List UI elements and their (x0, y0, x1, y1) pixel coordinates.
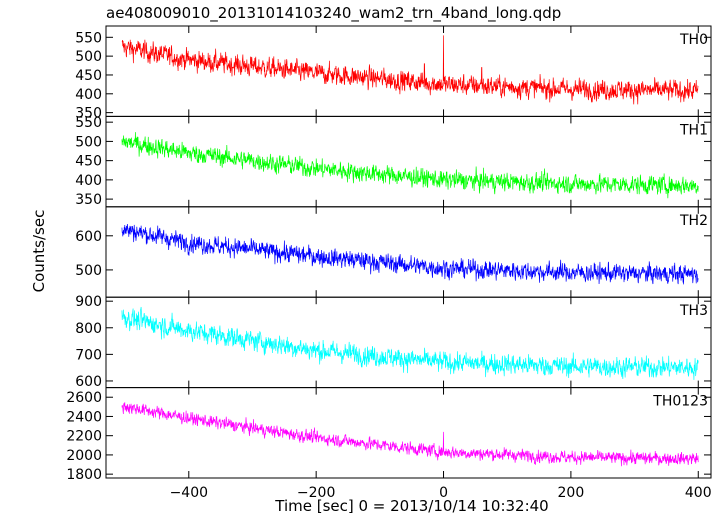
x-tick-label: −200 (297, 485, 335, 501)
panel-label: TH0123 (652, 394, 708, 410)
panel-th1: 350 400 450 500 550 TH1 (75, 115, 712, 208)
panel-frame (105, 387, 712, 479)
panel-th0: 350 400 450 500 550 TH0 (75, 25, 712, 122)
x-axis-label: Time [sec] 0 = 2013/10/14 10:32:40 (274, 497, 548, 515)
y-tick-label: 2400 (66, 409, 102, 425)
series-line-th0123 (121, 402, 699, 467)
series-line-th0 (121, 35, 699, 105)
panels-group: 350 400 450 500 550 TH0 350 400 450 500 550 TH1 500 6… (66, 25, 712, 483)
y-tick-label: 600 (75, 229, 102, 245)
y-tick-label: 700 (75, 347, 102, 363)
y-tick-label: 2000 (66, 448, 102, 464)
panel-label: TH0 (679, 32, 708, 48)
panel-th3: 600 700 800 900 TH3 (75, 294, 712, 390)
panel-frame (105, 115, 712, 208)
x-axis: −400 −200 0 200 400 (170, 485, 712, 501)
y-tick-label: 550 (75, 115, 102, 131)
x-tick-label: −400 (170, 485, 208, 501)
y-tick-label: 500 (75, 263, 102, 279)
chart-title: ae408009010_20131014103240_wam2_trn_4ban… (106, 4, 561, 23)
y-tick-label: 600 (75, 374, 102, 390)
panel-frame (105, 206, 712, 298)
y-tick-label: 400 (75, 87, 102, 103)
panel-th0123: 1800 2000 2200 2400 2600 TH0123 (66, 387, 712, 483)
y-tick-label: 550 (75, 30, 102, 46)
y-tick-label: 350 (75, 192, 102, 208)
series-line-th2 (121, 224, 699, 285)
series-line-th3 (121, 306, 699, 380)
y-tick-label: 800 (75, 321, 102, 337)
panel-frame (105, 25, 712, 117)
y-tick-label: 2600 (66, 390, 102, 406)
y-tick-label: 450 (75, 154, 102, 170)
x-tick-label: 0 (439, 485, 448, 501)
x-tick-label: 400 (685, 485, 712, 501)
panel-frame (105, 296, 712, 389)
y-tick-label: 350 (75, 106, 102, 122)
panel-th2: 500 600 TH2 (75, 206, 712, 298)
x-tick-label: 200 (558, 485, 585, 501)
panel-label: TH3 (679, 303, 708, 319)
y-tick-label: 400 (75, 173, 102, 189)
series-line-th1 (121, 132, 699, 199)
y-tick-label: 500 (75, 134, 102, 150)
panel-label: TH2 (679, 213, 708, 229)
y-tick-label: 500 (75, 49, 102, 65)
y-tick-label: 900 (75, 294, 102, 310)
y-tick-label: 2200 (66, 429, 102, 445)
panel-label: TH1 (679, 122, 708, 138)
y-tick-label: 1800 (66, 467, 102, 483)
y-axis-label: Counts/sec (30, 210, 48, 293)
y-tick-label: 450 (75, 68, 102, 84)
